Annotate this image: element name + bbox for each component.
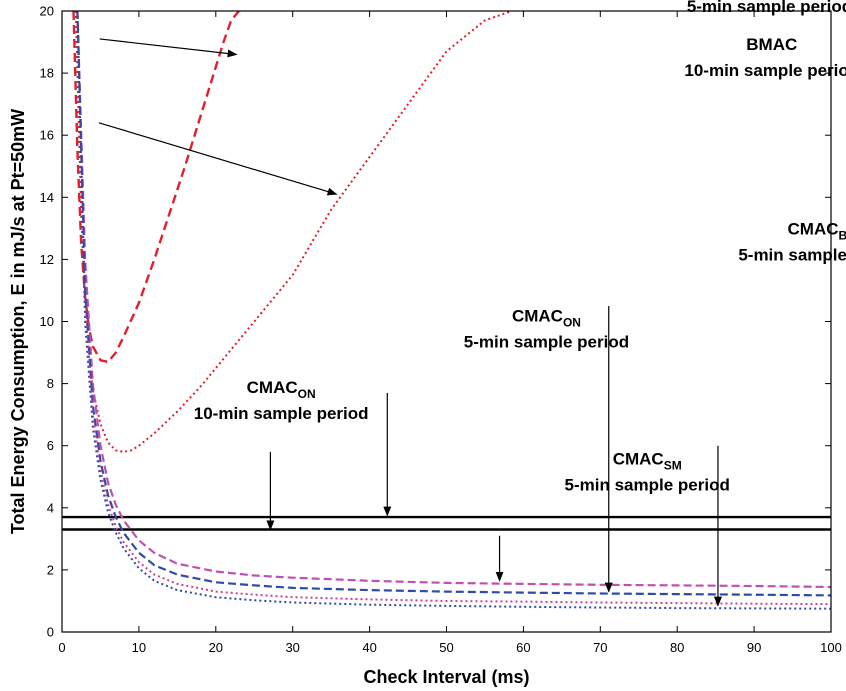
x-tick-label: 0 <box>58 640 65 655</box>
y-tick-label: 14 <box>40 190 54 205</box>
plot-frame <box>61 10 832 633</box>
annotation-text: 5-min sample period <box>565 475 730 494</box>
annotation-arrow <box>99 38 238 58</box>
annotation-bmac5: BMAC 5-min sample period <box>99 0 846 58</box>
x-tick-label: 40 <box>362 640 376 655</box>
series-line-cmac_bfsm_10_a <box>76 11 831 606</box>
x-tick-label: 70 <box>593 640 607 655</box>
annotation-text: 5-min sample period <box>687 0 846 16</box>
series-layer <box>62 11 831 610</box>
y-axis-label: Total Energy Consumption, E in mJ/s at P… <box>8 109 28 534</box>
y-tick-label: 10 <box>40 314 54 329</box>
y-tick-label: 16 <box>40 128 54 143</box>
x-axis-label: Check Interval (ms) <box>363 667 529 687</box>
annotation-text: 10-min sample period <box>194 404 369 423</box>
y-tick-label: 4 <box>47 500 54 515</box>
y-tick-label: 12 <box>40 252 54 267</box>
annotation-text: CMACBF <box>788 220 846 243</box>
axis-ticks: 0 10 20 30 40 50 60 70 80 90 100 0 2 4 6 8 10 12 14 16 18 20 <box>40 4 842 656</box>
series-line-cmac_bf_5 <box>76 11 831 589</box>
annotation-cmac_bfsm_10: CMACBF & CMACSM10-min sample period <box>713 445 722 607</box>
x-tick-label: 50 <box>439 640 453 655</box>
x-tick-label: 60 <box>516 640 530 655</box>
annotation-text: CMACON <box>247 378 316 401</box>
annotation-cmac_on_5: CMACON 5-min sample period <box>383 307 629 517</box>
y-tick-label: 8 <box>47 376 54 391</box>
annotation-text: 5-min sample period <box>738 246 846 265</box>
x-tick-label: 30 <box>285 640 299 655</box>
y-tick-label: 0 <box>47 625 54 640</box>
annotation-cmac_bf_5: CMACBF 5-min sample period <box>604 220 846 593</box>
y-tick-label: 18 <box>40 66 54 81</box>
x-tick-label: 10 <box>132 640 146 655</box>
series-line-cmac_sm_5 <box>76 11 831 597</box>
y-tick-label: 6 <box>47 438 54 453</box>
annotation-bmac10: BMAC 10-min sample period <box>98 35 846 196</box>
annotation-text: BMAC <box>746 35 797 54</box>
annotation-text: CMACSM <box>613 449 682 472</box>
series-line-cmac_bfsm_10_b <box>76 11 831 610</box>
x-tick-label: 100 <box>820 640 842 655</box>
annotation-text: 10-min sample period <box>684 61 846 80</box>
annotation-arrow <box>98 122 338 196</box>
annotation-cmac_sm_5: CMACSM 5-min sample period <box>495 449 730 582</box>
annotation-text: 5-min sample period <box>464 333 629 352</box>
y-tick-label: 2 <box>47 562 54 577</box>
annotation-text: CMACON <box>512 307 581 330</box>
x-tick-label: 80 <box>670 640 684 655</box>
x-tick-label: 90 <box>747 640 761 655</box>
annotation-cmac_on_10: CMACON 10-min sample period <box>194 378 369 531</box>
y-tick-label: 20 <box>40 4 54 19</box>
series-line-bmac5 <box>72 11 244 364</box>
x-tick-label: 20 <box>209 640 223 655</box>
